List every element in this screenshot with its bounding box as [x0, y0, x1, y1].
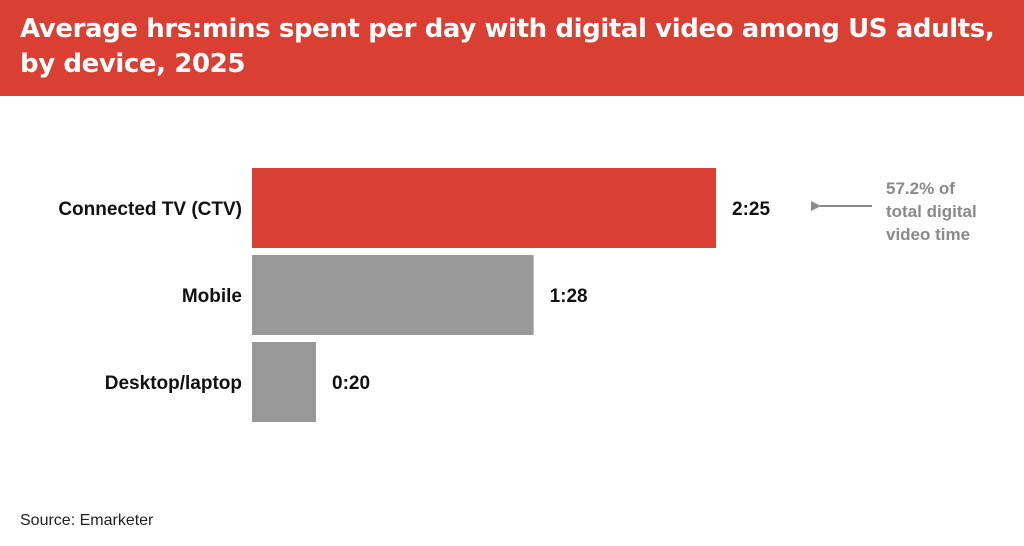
bar-2 — [252, 342, 316, 422]
value-label-2: 0:20 — [332, 373, 370, 394]
category-label-1: Mobile — [182, 286, 242, 307]
source-note: Source: Emarketer — [20, 512, 154, 529]
svg-text:video time: video time — [886, 225, 970, 244]
value-label-1: 1:28 — [550, 286, 588, 307]
bars-layer: Connected TV (CTV) 2:25 Mobile 1:28 Desktop/… — [58, 168, 770, 422]
category-label-2: Desktop/laptop — [105, 373, 242, 394]
svg-text:57.2% of: 57.2% of — [886, 179, 955, 198]
svg-text:total digital: total digital — [886, 202, 977, 221]
annotation-line-3: video time — [886, 225, 970, 244]
bar-chart: Connected TV (CTV) 2:25 Mobile 1:28 Desktop/… — [58, 168, 977, 422]
annotation: 57.2% of total digital video time — [811, 179, 977, 244]
category-label-0: Connected TV (CTV) — [58, 199, 242, 220]
annotation-line-2: total digital — [886, 202, 977, 221]
bar-0 — [252, 168, 716, 248]
annotation-line-1: 57.2% of — [886, 179, 955, 198]
bar-1 — [252, 255, 534, 335]
title-bar: Average hrs:mins spent per day with digi… — [0, 0, 1024, 96]
value-label-0: 2:25 — [732, 199, 770, 220]
chart-title: Average hrs:mins spent per day with digi… — [20, 14, 995, 79]
